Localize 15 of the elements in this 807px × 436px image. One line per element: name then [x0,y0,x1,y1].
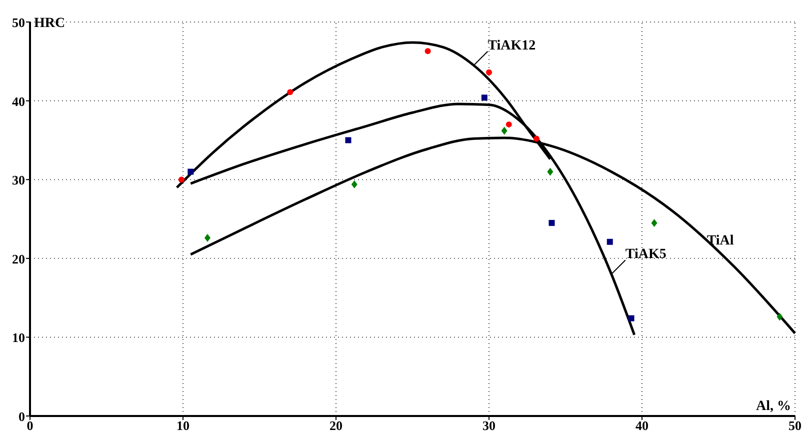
x-tick-label: 50 [788,418,802,433]
y-tick-label: 50 [12,15,25,30]
y-axis-title: HRC [34,16,66,31]
x-tick-label: 20 [330,418,342,433]
x-tick-label: 40 [636,418,648,433]
x-tick-label: 10 [176,418,190,433]
y-tick-label: 10 [12,330,25,346]
x-tick-label: 30 [482,418,496,433]
series-label: TiAl [706,233,734,248]
y-tick-label: 20 [12,251,25,266]
y-tick-label: 30 [12,172,25,188]
y-tick-label: 40 [12,94,25,109]
x-axis-title: Al, % [756,399,791,414]
series-label: TiAK12 [488,38,536,54]
series-label: TiAK5 [625,247,666,262]
